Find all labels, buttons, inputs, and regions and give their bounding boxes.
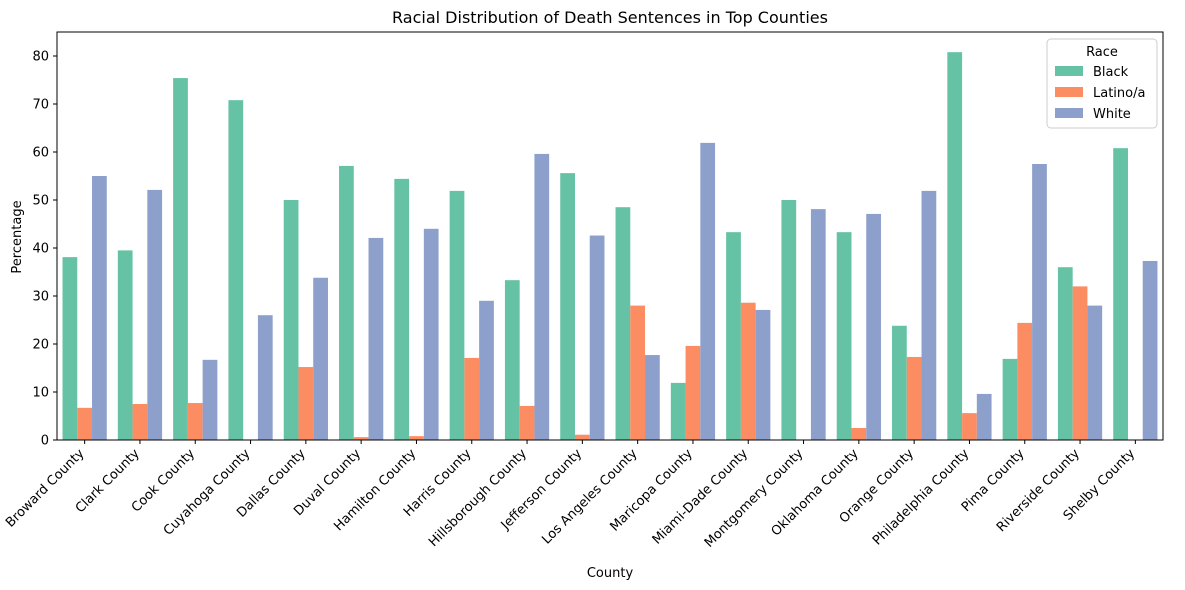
legend-swatch-white (1055, 108, 1083, 118)
legend-frame (1046, 38, 1158, 129)
bar-white-los-angeles-county (645, 355, 660, 440)
y-tick-label: 70 (32, 98, 49, 113)
x-tick-label-philadelphia-county: Philadelphia County (870, 446, 972, 548)
legend-swatch-black (1055, 66, 1083, 76)
y-tick-label: 60 (32, 146, 49, 161)
bar-latino-a-philadelphia-county (962, 413, 977, 440)
bar-white-dallas-county (313, 277, 328, 440)
bar-black-jefferson-county (560, 173, 575, 440)
bar-white-orange-county (921, 190, 937, 440)
bar-white-shelby-county (1142, 260, 1158, 440)
bar-white-duval-county (368, 237, 384, 440)
bar-black-duval-county (339, 165, 354, 441)
bar-black-shelby-county (1113, 148, 1128, 440)
bar-black-maricopa-county (670, 382, 686, 440)
bar-black-riverside-county (1057, 267, 1073, 440)
legend-label-black: Black (1093, 65, 1129, 80)
bar-white-maricopa-county (700, 142, 716, 440)
bar-white-miami-dade-county (755, 309, 771, 440)
bar-black-oklahoma-county (836, 232, 852, 440)
bar-white-hillsborough-county (534, 153, 550, 441)
legend-label-white: White (1093, 107, 1131, 122)
bar-black-clark-county (117, 250, 133, 440)
bar-white-oklahoma-county (866, 213, 881, 440)
x-tick-label-miami-dade-county: Miami-Dade County (650, 446, 752, 548)
x-tick-label-broward-county: Broward County (3, 446, 88, 531)
bar-latino-a-pima-county (1017, 322, 1033, 440)
bar-white-riverside-county (1087, 305, 1103, 440)
y-tick-label: 80 (32, 50, 49, 65)
bar-latino-a-maricopa-county (685, 345, 701, 440)
bar-black-philadelphia-county (947, 52, 963, 440)
bar-black-orange-county (892, 325, 907, 440)
bar-white-philadelphia-county (976, 393, 992, 440)
x-tick-label-hillsborough-county: Hillsborough County (426, 446, 530, 550)
y-tick-label: 40 (32, 242, 49, 257)
bar-white-cuyahoga-county (257, 315, 273, 440)
legend-items: Black Latino/a White (1055, 65, 1145, 122)
bar-latino-a-orange-county (906, 356, 922, 440)
bar-white-harris-county (479, 300, 494, 440)
bar-white-clark-county (147, 189, 163, 440)
bar-latino-a-miami-dade-county (740, 302, 756, 440)
y-tick-label: 10 (32, 386, 49, 401)
plot-frame (56, 31, 1164, 441)
bar-latino-a-duval-county (353, 437, 369, 440)
bar-latino-a-oklahoma-county (851, 428, 867, 440)
bar-black-hamilton-county (394, 178, 410, 440)
bar-white-montgomery-county (810, 209, 826, 440)
bar-latino-a-cook-county (187, 403, 203, 440)
y-tick-label: 0 (41, 434, 49, 449)
bar-black-dallas-county (283, 200, 299, 440)
bar-black-los-angeles-county (615, 207, 631, 440)
bar-latino-a-riverside-county (1072, 286, 1088, 440)
y-tick-label: 20 (32, 338, 49, 353)
bar-black-cook-county (173, 78, 188, 440)
bar-black-harris-county (449, 190, 465, 440)
legend-label-latino-a: Latino/a (1093, 86, 1145, 101)
x-axis-label: County (587, 566, 634, 581)
legend-swatch-latino-a (1055, 87, 1083, 97)
bar-white-broward-county (92, 176, 107, 440)
bar-black-pima-county (1002, 358, 1018, 440)
chart-title: Racial Distribution of Death Sentences i… (392, 8, 828, 27)
bar-latino-a-clark-county (132, 404, 148, 440)
bar-white-hamilton-county (423, 228, 439, 440)
y-axis: 0 10 20 30 40 50 60 70 80 (32, 50, 57, 449)
bar-latino-a-hamilton-county (409, 436, 424, 440)
y-axis-label: Percentage (10, 200, 25, 273)
plot-area (56, 31, 1164, 441)
bar-latino-a-jefferson-county (574, 434, 590, 440)
y-tick-label: 30 (32, 290, 49, 305)
bar-white-cook-county (202, 359, 218, 440)
bar-black-miami-dade-county (726, 232, 741, 440)
bar-black-cuyahoga-county (228, 100, 244, 440)
bar-latino-a-dallas-county (298, 367, 314, 440)
legend: Race Black Latino/a White (1046, 38, 1158, 129)
bar-black-montgomery-county (781, 200, 797, 440)
bar-latino-a-broward-county (77, 407, 93, 440)
bar-white-jefferson-county (589, 235, 605, 440)
bar-latino-a-harris-county (464, 357, 480, 440)
bar-black-hillsborough-county (504, 280, 520, 440)
bar-latino-a-los-angeles-county (630, 305, 646, 440)
legend-title: Race (1086, 45, 1118, 60)
x-tick-label-los-angeles-county: Los Angeles County (539, 446, 640, 547)
bar-white-pima-county (1032, 164, 1047, 440)
x-tick-label-montgomery-county: Montgomery County (702, 446, 807, 551)
y-tick-label: 50 (32, 194, 49, 209)
bar-latino-a-hillsborough-county (519, 405, 535, 440)
bar-black-broward-county (62, 257, 78, 440)
